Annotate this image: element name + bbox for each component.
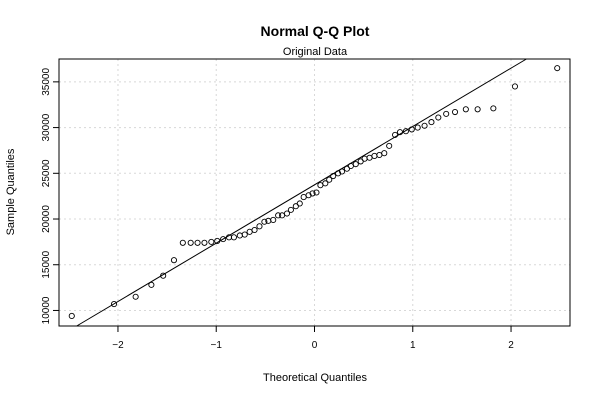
- data-point: [414, 124, 421, 131]
- data-point: [462, 106, 469, 113]
- data-point: [511, 83, 519, 90]
- y-axis: 10000 15000 20000 25000 30000 35000: [41, 68, 59, 324]
- data-point: [338, 168, 346, 175]
- data-point: [220, 236, 227, 243]
- x-tick-label: −1: [211, 340, 223, 351]
- x-tick-label: 2: [508, 340, 514, 351]
- data-point: [246, 228, 253, 235]
- y-tick-label: 10000: [41, 296, 52, 324]
- chart-title: Normal Q-Q Plot: [261, 23, 370, 39]
- data-point: [392, 131, 399, 138]
- y-axis-label: Sample Quantiles: [5, 148, 17, 235]
- data-point: [335, 170, 342, 177]
- data-point: [201, 239, 208, 246]
- data-point: [270, 216, 277, 223]
- data-point: [330, 172, 337, 180]
- data-point: [110, 301, 118, 308]
- reference-line: [76, 58, 527, 327]
- data-point: [490, 105, 497, 112]
- data-point: [322, 180, 329, 187]
- x-axis: −2 −1 0 1 2: [112, 325, 514, 351]
- data-point: [296, 200, 303, 207]
- data-point: [256, 223, 263, 230]
- data-point: [421, 122, 428, 129]
- data-point: [366, 154, 373, 161]
- data-point: [326, 176, 333, 183]
- data-point: [408, 126, 415, 133]
- data-point: [443, 110, 450, 117]
- y-tick-label: 20000: [41, 205, 52, 233]
- data-point: [236, 232, 243, 239]
- data-point: [435, 114, 442, 121]
- data-point: [68, 312, 75, 319]
- data-point: [361, 155, 368, 162]
- data-point: [261, 218, 268, 225]
- chart-subtitle: Original Data: [283, 46, 348, 58]
- data-point: [309, 190, 316, 197]
- y-tick-label: 30000: [41, 113, 52, 141]
- y-tick-label: 35000: [41, 68, 52, 96]
- data-point: [347, 162, 354, 170]
- data-point: [352, 161, 359, 168]
- data-point: [287, 206, 294, 213]
- data-point: [451, 108, 459, 116]
- data-point: [300, 194, 307, 201]
- data-point: [396, 129, 404, 136]
- data-point: [208, 238, 215, 245]
- reference-line-group: [76, 58, 527, 327]
- data-point: [402, 128, 409, 135]
- data-point: [386, 142, 393, 149]
- data-point: [474, 106, 481, 113]
- data-point: [187, 239, 194, 246]
- x-tick-label: −2: [112, 340, 124, 351]
- data-point: [241, 231, 248, 238]
- data-point: [428, 119, 435, 126]
- data-point: [305, 192, 312, 199]
- data-point: [194, 239, 201, 246]
- data-point: [283, 210, 291, 217]
- data-point: [132, 293, 139, 300]
- data-point: [317, 182, 324, 189]
- data-points: [68, 65, 561, 319]
- y-tick-label: 25000: [41, 159, 52, 187]
- data-point: [160, 272, 167, 279]
- data-point: [376, 151, 383, 159]
- data-point: [214, 237, 221, 245]
- data-point: [170, 257, 178, 264]
- gridlines: [59, 59, 570, 326]
- x-axis-label: Theoretical Quantiles: [263, 372, 367, 384]
- data-point: [148, 281, 155, 288]
- data-point: [251, 226, 258, 234]
- data-point: [279, 212, 286, 219]
- data-point: [230, 234, 237, 241]
- data-point: [381, 150, 388, 157]
- data-point: [554, 65, 561, 72]
- x-tick-label: 1: [410, 340, 416, 351]
- x-tick-label: 0: [312, 340, 318, 351]
- data-point: [371, 152, 378, 159]
- data-point: [275, 212, 282, 219]
- data-point: [179, 239, 186, 246]
- y-tick-label: 15000: [41, 250, 52, 278]
- data-point: [313, 189, 320, 196]
